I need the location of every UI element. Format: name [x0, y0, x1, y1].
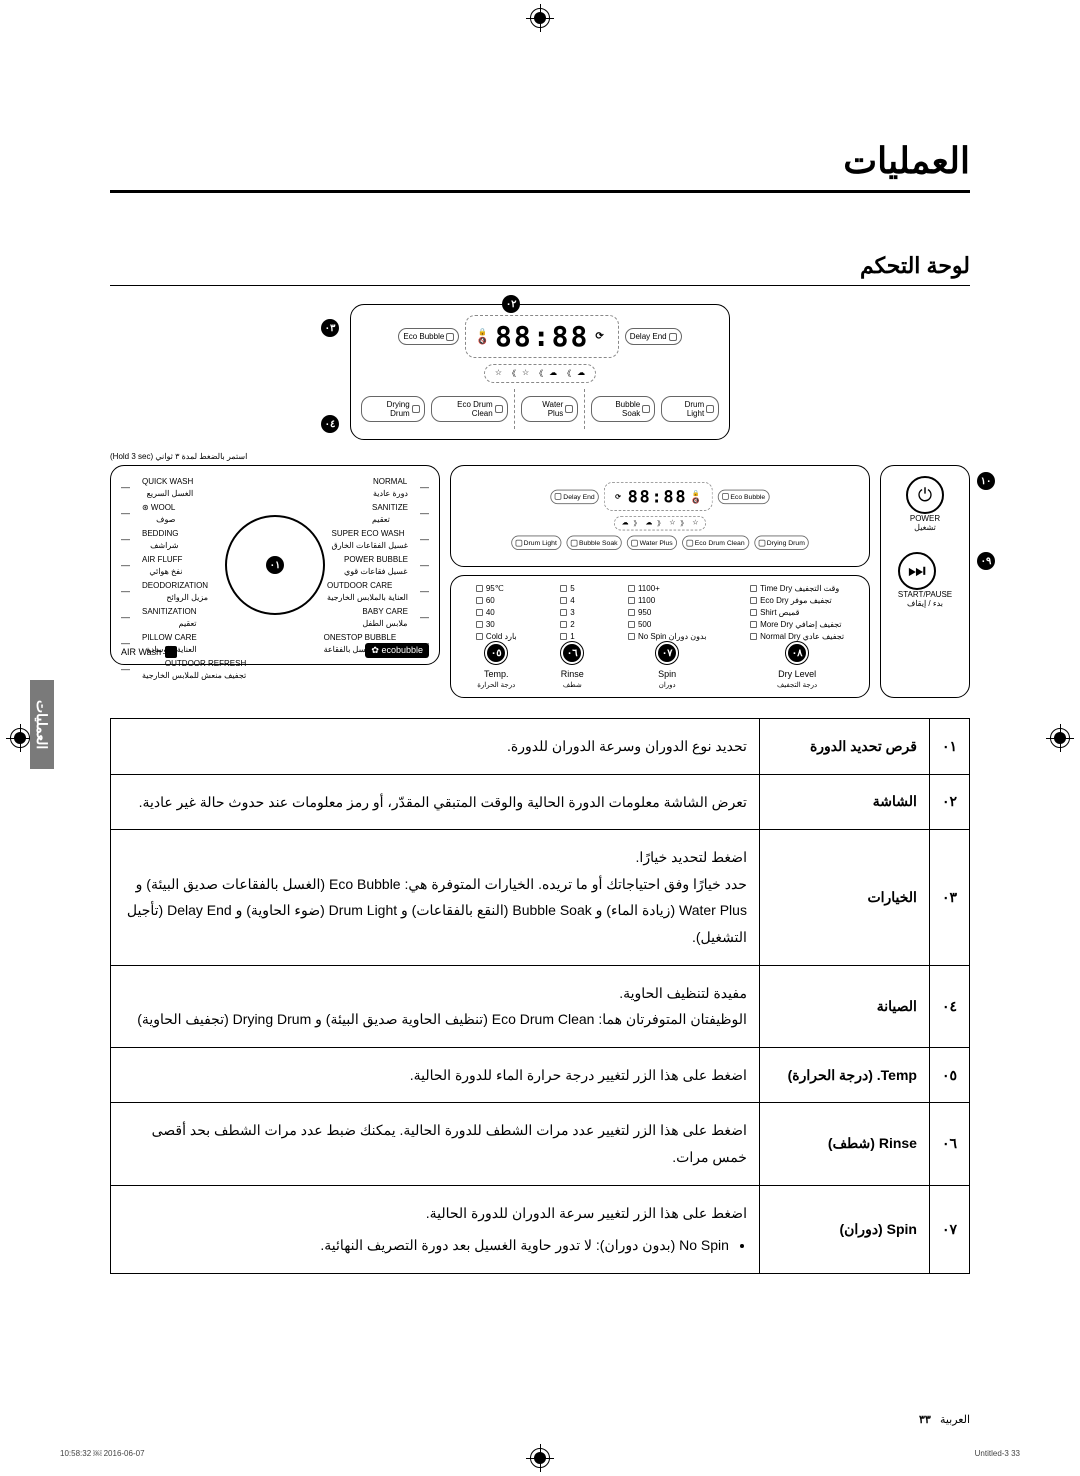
callout-1: ٠١ — [266, 556, 284, 574]
table-row-num: ٠٧ — [929, 1185, 969, 1273]
power-button[interactable]: ⏻ — [906, 476, 944, 514]
side-tab: العمليات — [30, 680, 54, 769]
table-row-desc: تحديد نوع الدوران وسرعة الدوران للدورة. — [111, 719, 760, 775]
callout-9: ٠٩ — [977, 552, 995, 570]
table-row-name: Spin (دوران) — [759, 1185, 929, 1273]
eco-bubble-btn: Eco Bubble — [398, 328, 459, 345]
table-row-name: قرص تحديد الدورة — [759, 719, 929, 775]
main-display-panel: Delay End ⟳88:88🔒🔇 Eco Bubble ☁》☁》☆》☆ Dr… — [450, 465, 870, 567]
table-row-name: Temp. (درجة الحرارة) — [759, 1047, 929, 1103]
table-row-num: ٠٥ — [929, 1047, 969, 1103]
callout-2: ٠٢ — [502, 295, 520, 313]
callout-4: ٠٤ — [321, 415, 339, 433]
table-row-name: Rinse (شطف) — [759, 1103, 929, 1185]
print-metadata: Untitled-3 33 2016-06-07 ￼ 10:58:32 — [60, 1449, 1020, 1458]
table-row-name: الصيانة — [759, 965, 929, 1047]
section-title: لوحة التحكم — [110, 253, 970, 286]
page-title: العمليات — [110, 140, 970, 193]
table-row-desc: اضغط على هذا الزر لتغيير درجة حرارة الما… — [111, 1047, 760, 1103]
table-row-desc: اضغط لتحديد خيارًا.حدد خيارًا وفق احتياج… — [111, 830, 760, 965]
temp-button[interactable]: ٠٥ — [484, 641, 508, 665]
registration-mark-left — [10, 728, 30, 748]
table-row-name: الشاشة — [759, 774, 929, 830]
dry-button[interactable]: ٠٨ — [785, 641, 809, 665]
callout-3: ٠٣ — [321, 319, 339, 337]
start-pause-button[interactable]: ⏭ — [898, 552, 936, 590]
delay-end-btn: Delay End — [625, 328, 682, 345]
time-display: ⟳ 88:88 🔒🔇 — [465, 315, 618, 358]
eco-bubble-logo: ✿ ecobubble — [365, 643, 429, 658]
table-row-num: ٠١ — [929, 719, 969, 775]
drying-drum-btn: Drying Drum — [361, 396, 425, 422]
power-panel: ١٠ ٠٩ ⏻ POWERتشغيل ⏭ START/PAUSEبدء / إي… — [880, 465, 970, 698]
registration-mark-right — [1050, 728, 1070, 748]
spin-button[interactable]: ٠٧ — [655, 641, 679, 665]
options-panel: 95℃604030Cold بارد ٠٥ Temp.درجة الحرارة … — [450, 575, 870, 698]
rinse-button[interactable]: ٠٦ — [560, 641, 584, 665]
air-wash-label: AIR Wash — [121, 646, 177, 658]
control-panel-diagram: ٠٢ ٠٣ ٠٤ Delay End ⟳ 88:88 🔒🔇 Eco Bubble — [110, 304, 970, 698]
callout-10: ١٠ — [977, 472, 995, 490]
table-row-desc: تعرض الشاشة معلومات الدورة الحالية والوق… — [111, 774, 760, 830]
table-row-num: ٠٤ — [929, 965, 969, 1047]
table-row-desc: مفيدة لتنظيف الحاوية.الوظيفتان المتوفرتا… — [111, 965, 760, 1047]
table-row-name: الخيارات — [759, 830, 929, 965]
table-row-num: ٠٣ — [929, 830, 969, 965]
description-table: ٠١ قرص تحديد الدورة تحديد نوع الدوران وس… — [110, 718, 970, 1274]
registration-mark-top — [530, 8, 550, 28]
hold-note: استمر بالضغط لمدة ٣ ثواني (Hold 3 sec) — [110, 452, 740, 461]
program-dial[interactable]: ٠١ — [225, 515, 325, 615]
water-plus-btn: Water Plus — [521, 396, 579, 422]
drum-light-btn: Drum Light — [661, 396, 719, 422]
table-row-num: ٠٢ — [929, 774, 969, 830]
eco-drum-clean-btn: Eco Drum Clean — [431, 396, 508, 422]
table-row-num: ٠٦ — [929, 1103, 969, 1185]
page-footer: العربية ٣٣ — [110, 1413, 970, 1426]
program-dial-panel: NORMALدورة عادية—SANITIZEتعقيم—SUPER ECO… — [110, 465, 440, 665]
table-row-desc: اضغط على هذا الزر لتغيير عدد مرات الشطف … — [111, 1103, 760, 1185]
bubble-soak-btn: Bubble Soak — [591, 396, 655, 422]
table-row-desc: اضغط على هذا الزر لتغيير سرعة الدوران لل… — [111, 1185, 760, 1273]
